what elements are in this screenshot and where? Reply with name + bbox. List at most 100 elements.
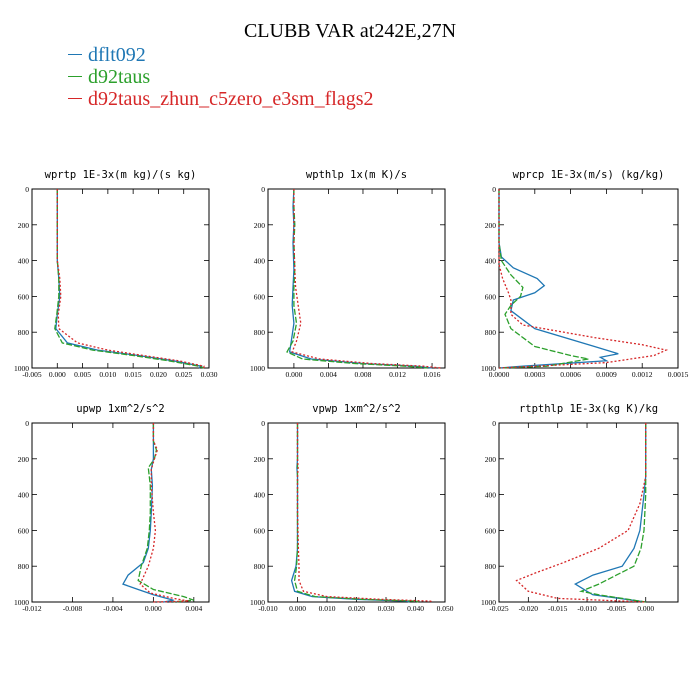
y-tick-label: 1000 [250,598,265,607]
x-tick-label: 0.050 [437,604,454,613]
x-tick-label: 0.0015 [668,370,689,379]
x-tick-label: 0.0006 [560,370,581,379]
series-line-d92taus_zhun_c5zero_e3sm_flags2 [56,189,205,368]
y-tick-label: 400 [485,491,497,500]
series-line-d92taus [293,423,419,603]
x-tick-label: -0.015 [548,604,568,613]
series-line-dflt092 [573,423,647,603]
panel-title: wpthlp 1x(m K)/s [306,169,407,181]
plot-frame [31,188,210,369]
y-tick-label: 1000 [481,598,496,607]
series-line-d92taus_zhun_c5zero_e3sm_flags2 [296,423,434,603]
y-tick-label: 0 [492,419,496,428]
panel-5: vpwp 1xm^2/s^2 -0.010 0.000 0.010 0.020 0.030… [250,403,454,613]
series-line-d92taus_zhun_c5zero_e3sm_flags2 [498,189,669,369]
series-line-dflt092 [288,188,433,369]
x-tick-label: 0.000 [145,604,162,613]
y-tick-label: 400 [485,257,497,266]
y-tick-label: 800 [254,562,266,571]
x-tick-label: 0.000 [285,370,302,379]
x-tick-label: 0.030 [201,370,218,379]
y-tick-label: 600 [485,526,497,535]
plot-frame [498,422,679,603]
panel-6: rtpthlp 1E-3x(kg K)/kg -0.025 -0.020 -0.015… [481,403,679,613]
y-tick-label: 800 [18,328,30,337]
x-tick-label: -0.020 [519,604,539,613]
series-line-dflt092 [290,423,410,603]
panel-1: wprtp 1E-3x(m kg)/(s kg) -0.005 0.000 0.005… [14,169,218,379]
x-tick-label: 0.010 [319,604,336,613]
y-tick-label: 600 [254,292,266,301]
legend-label: d92taus_zhun_c5zero_e3sm_flags2 [88,88,374,110]
y-tick-label: 800 [18,562,30,571]
series-line-d92taus [498,189,589,369]
panel-3: wprcp 1E-3x(m/s) (kg/kg) 0.0000 0.0003 0.00… [481,169,689,379]
legend-item-dflt092: dflt092 [68,45,146,65]
panel-title: rtpthlp 1E-3x(kg K)/kg [519,403,658,415]
legend-swatch [68,75,82,77]
y-tick-label: 1000 [14,364,29,373]
x-tick-label: 0.000 [49,370,66,379]
x-tick-label: 0.008 [355,370,372,379]
y-tick-label: 800 [485,328,497,337]
x-tick-label: 0.004 [185,604,202,613]
series-line-dflt092 [498,189,619,369]
y-tick-label: 400 [18,257,30,266]
panel-title: upwp 1xm^2/s^2 [76,403,165,415]
x-tick-label: 0.000 [637,604,654,613]
legend-label: d92taus [88,66,151,88]
panel-4: upwp 1xm^2/s^2 -0.012 -0.008 -0.004 0.000 0.0… [14,403,210,613]
series-line-d92taus [54,189,205,369]
y-tick-label: 200 [485,455,497,464]
panel-2: wpthlp 1x(m K)/s 0.000 0.004 0.008 0.012 0.01… [250,169,446,379]
x-tick-label: 0.025 [175,370,192,379]
x-tick-label: 0.012 [389,370,406,379]
y-tick-label: 200 [485,221,497,230]
legend-item-d92taus: d92taus [68,67,150,87]
y-tick-label: 200 [18,221,30,230]
legend-swatch [68,53,82,55]
y-tick-label: 400 [18,491,30,500]
legend-label: dflt092 [88,44,146,66]
x-tick-label: 0.0012 [632,370,653,379]
x-tick-label: -0.025 [489,604,509,613]
y-tick-label: 600 [485,292,497,301]
x-tick-label: 0.0003 [524,370,545,379]
x-tick-label: -0.012 [22,604,42,613]
panel-title: wprtp 1E-3x(m kg)/(s kg) [45,169,197,181]
y-tick-label: 200 [254,455,266,464]
y-tick-label: 1000 [250,364,265,373]
y-tick-label: 200 [18,455,30,464]
y-tick-label: 1000 [481,364,496,373]
series-line-d92taus [137,423,195,603]
x-tick-label: 0.0009 [596,370,617,379]
plot-frame [267,422,446,603]
x-tick-label: -0.005 [607,604,627,613]
y-tick-label: 800 [254,328,266,337]
series-line-d92taus_zhun_c5zero_e3sm_flags2 [515,423,647,603]
y-tick-label: 0 [261,419,265,428]
x-tick-label: 0.010 [99,370,116,379]
plot-frame [31,422,210,603]
y-tick-label: 400 [254,257,266,266]
x-tick-label: 0.005 [74,370,91,379]
panel-title: wprcp 1E-3x(m/s) (kg/kg) [513,169,665,181]
y-tick-label: 0 [261,185,265,194]
x-tick-label: -0.008 [63,604,83,613]
y-tick-label: 1000 [14,598,29,607]
y-tick-label: 0 [25,185,29,194]
series-line-dflt092 [122,423,174,603]
y-tick-label: 200 [254,221,266,230]
x-tick-label: 0.0000 [489,370,510,379]
legend-swatch [68,97,82,99]
x-tick-label: 0.020 [150,370,167,379]
series-line-dflt092 [55,189,204,369]
series-line-d92taus_zhun_c5zero_e3sm_flags2 [291,189,441,369]
series-line-d92taus [578,423,647,603]
y-tick-label: 800 [485,562,497,571]
x-tick-label: -0.004 [103,604,123,613]
x-tick-label: 0.016 [424,370,441,379]
x-tick-label: -0.010 [577,604,597,613]
page-title: CLUBB VAR at242E,27N [243,20,457,42]
